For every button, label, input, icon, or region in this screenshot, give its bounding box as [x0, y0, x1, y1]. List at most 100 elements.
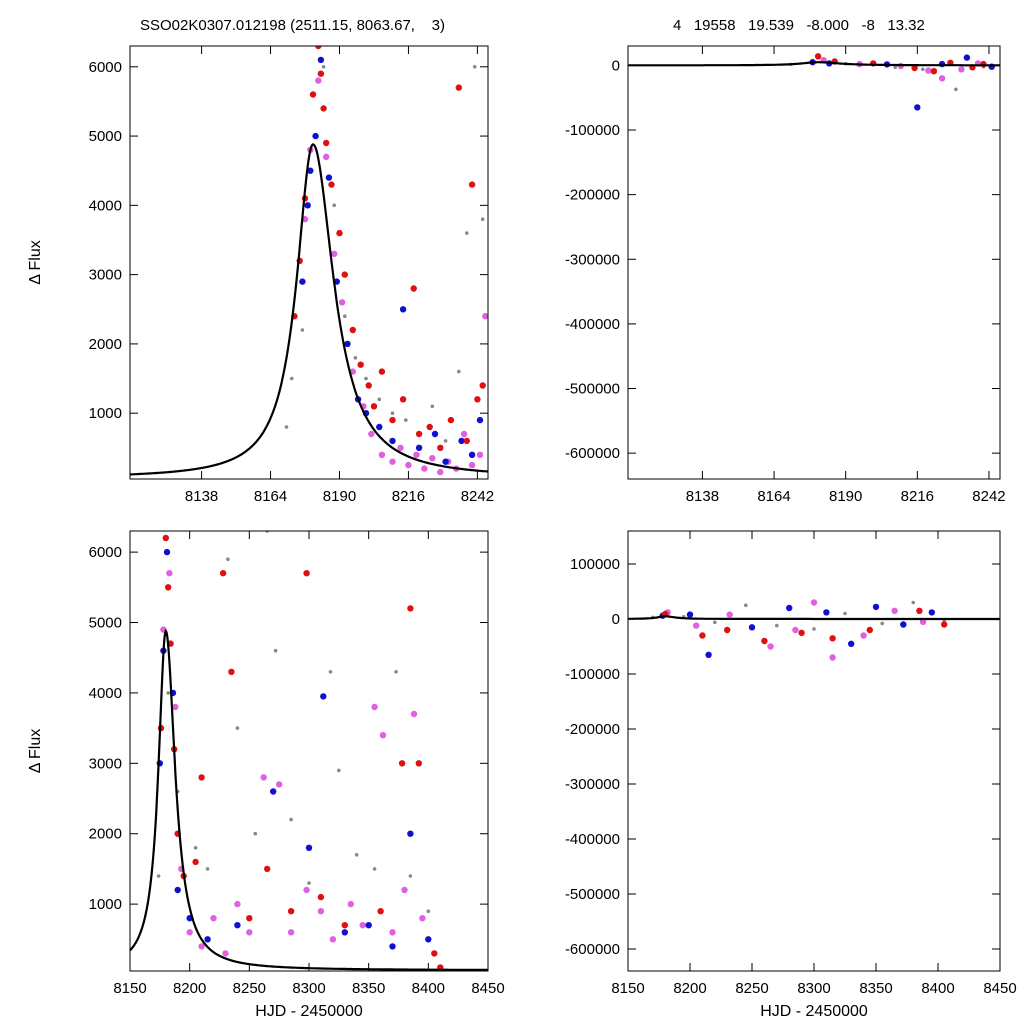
data-point-magenta: [234, 900, 241, 908]
data-point-magenta: [397, 444, 404, 451]
y-tick-label: -200000: [565, 187, 620, 204]
x-tick-label: 8164: [254, 488, 287, 505]
data-point-gray: [226, 557, 230, 561]
y-axis-title: Δ Flux: [27, 240, 44, 284]
data-point-gray: [332, 203, 337, 208]
plot-frame: [627, 45, 1001, 480]
data-point-blue: [442, 458, 449, 465]
data-point-red: [455, 84, 462, 91]
data-point-red: [399, 396, 407, 403]
data-point-blue: [365, 922, 372, 929]
data-point-red: [724, 626, 731, 634]
data-point-blue: [928, 609, 935, 616]
data-point-red: [798, 629, 805, 636]
data-point-magenta: [371, 703, 378, 711]
data-point-blue: [389, 943, 396, 950]
data-point-magenta: [792, 626, 799, 634]
data-point-gray: [408, 874, 413, 878]
data-point-gray: [156, 874, 161, 878]
y-tick-label: -100000: [565, 122, 620, 139]
data-point-blue: [163, 548, 171, 556]
model-curve: [628, 61, 1000, 67]
data-point-red: [398, 760, 406, 767]
data-point-red: [370, 403, 378, 410]
y-tick-label: 1000: [89, 405, 122, 422]
data-point-red: [162, 534, 169, 542]
data-point-red: [309, 91, 317, 98]
data-point-magenta: [405, 461, 412, 469]
data-point-blue: [705, 651, 712, 658]
y-tick-label: 100000: [570, 556, 620, 573]
data-point-blue: [174, 886, 181, 894]
data-point-red: [341, 922, 348, 929]
data-point-magenta: [317, 908, 325, 915]
y-tick-label: 5000: [89, 615, 122, 632]
data-point-magenta: [767, 643, 774, 650]
y-tick-label: 5000: [89, 128, 122, 145]
data-point-gray: [812, 627, 816, 631]
data-point-magenta: [429, 455, 436, 462]
data-point-magenta: [476, 451, 484, 458]
data-point-gray: [337, 768, 341, 773]
data-point-magenta: [829, 654, 836, 661]
data-point-blue: [305, 844, 313, 851]
data-point-gray: [426, 909, 431, 913]
data-point-magenta: [437, 468, 444, 476]
data-point-blue: [431, 430, 439, 438]
data-point-magenta: [303, 886, 310, 894]
x-tick-label: 8150: [113, 980, 146, 997]
y-tick-label: 3000: [89, 267, 122, 284]
x-tick-label: 8300: [797, 980, 830, 997]
data-point-blue: [234, 922, 241, 929]
data-point-red: [264, 865, 271, 873]
data-point-blue: [376, 423, 383, 431]
data-point-blue: [748, 624, 756, 631]
data-point-blue: [312, 132, 319, 140]
data-point-magenta: [315, 77, 322, 84]
data-point-blue: [317, 56, 325, 64]
data-point-blue: [900, 621, 907, 628]
data-point-blue: [320, 693, 327, 700]
data-point-magenta: [401, 886, 408, 894]
data-point-gray: [480, 217, 485, 221]
data-point-blue: [468, 451, 476, 458]
x-tick-label: 8164: [757, 488, 790, 505]
data-point-red: [410, 285, 417, 292]
x-tick-label: 8190: [829, 488, 862, 505]
data-point-magenta: [198, 943, 205, 950]
y-tick-label: -200000: [565, 721, 620, 738]
x-tick-label: 8250: [233, 980, 266, 997]
data-point-blue: [786, 604, 793, 612]
data-point-red: [866, 626, 873, 634]
data-point-gray: [328, 670, 333, 674]
data-point-magenta: [276, 781, 283, 788]
data-point-gray: [911, 600, 915, 605]
y-tick-label: -500000: [565, 886, 620, 903]
data-point-gray: [954, 87, 958, 92]
data-point-blue: [399, 306, 407, 313]
data-point-magenta: [389, 929, 396, 936]
x-tick-label: 8400: [921, 980, 954, 997]
data-point-blue: [476, 416, 484, 424]
data-point-magenta: [329, 936, 337, 943]
data-point-blue: [307, 167, 314, 174]
data-point-magenta: [347, 900, 354, 908]
data-point-magenta: [368, 430, 375, 438]
data-point-blue: [963, 54, 971, 61]
y-tick-label: -400000: [565, 831, 620, 848]
data-point-red: [165, 584, 172, 591]
data-point-red: [315, 46, 322, 50]
x-tick-label: 8200: [173, 980, 206, 997]
y-axis-title: Δ Flux: [27, 729, 44, 773]
data-point-gray: [394, 670, 398, 674]
data-point-gray: [457, 369, 461, 374]
data-point-gray: [377, 397, 382, 402]
data-point-red: [407, 605, 414, 612]
data-point-gray: [364, 376, 368, 381]
data-point-red: [814, 53, 822, 60]
data-point-red: [320, 105, 327, 112]
data-point-gray: [284, 425, 289, 429]
data-point-blue: [848, 640, 855, 647]
data-point-magenta: [379, 732, 387, 739]
data-point-red: [246, 915, 253, 922]
